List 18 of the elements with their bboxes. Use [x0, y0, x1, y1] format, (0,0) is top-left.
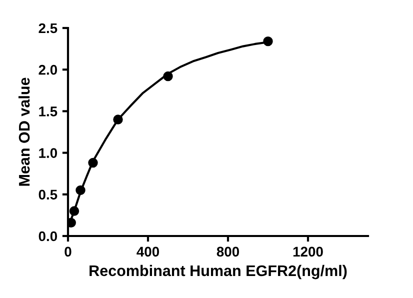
point — [88, 158, 98, 168]
y-tick-label: 2.0 — [38, 64, 58, 75]
x-tick-label: 1200 — [293, 246, 323, 257]
y-tick-label: 1.0 — [39, 148, 58, 158]
y-tick-label: 1.5 — [39, 106, 58, 116]
y-tick-label: 0.5 — [38, 190, 58, 200]
point — [69, 206, 80, 216]
x-tick-label: 800 — [216, 246, 240, 257]
y-tick-label: 0.0 — [38, 231, 58, 242]
point — [263, 36, 273, 46]
point — [113, 114, 123, 124]
point — [76, 185, 86, 196]
x-tick-label: 0 — [64, 246, 72, 257]
y-axis-title: Mean OD value — [18, 78, 30, 186]
x-tick-label: 400 — [136, 246, 160, 257]
y-tick-label: 2.5 — [38, 23, 58, 34]
x-axis-title: Recombinant Human EGFR2(ng/ml) — [90, 264, 347, 280]
point — [163, 71, 173, 82]
